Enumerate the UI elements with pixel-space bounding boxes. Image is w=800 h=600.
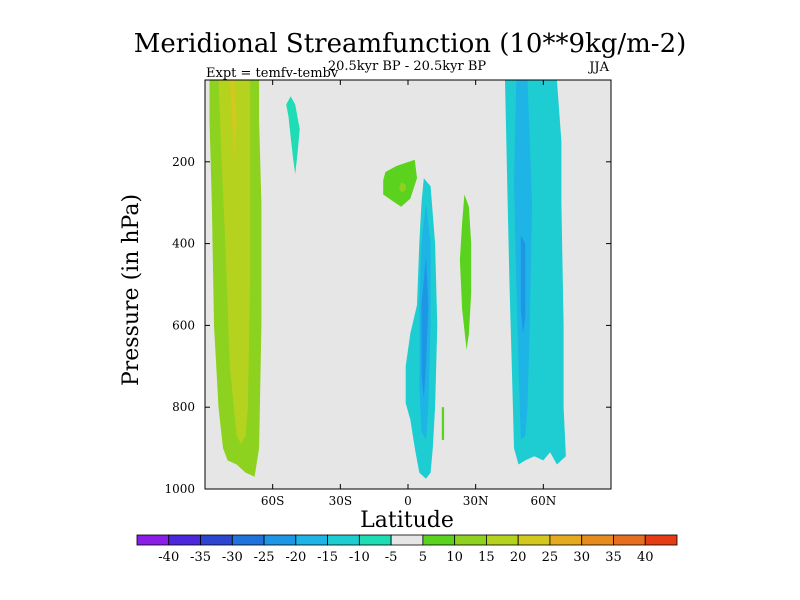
- colorbar-swatch: [136, 534, 170, 546]
- chart-title: Meridional Streamfunction (10**9kg/m-2): [134, 29, 687, 59]
- x-tick-label: 30N: [463, 494, 489, 508]
- y-tick-label: 600: [172, 318, 195, 332]
- colorbar-swatch: [168, 534, 201, 546]
- colorbar-label: -40: [158, 550, 179, 565]
- colorbar-swatch: [644, 534, 678, 546]
- y-tick-label: 200: [172, 155, 195, 169]
- season-label: JJA: [587, 60, 609, 75]
- colorbar-swatch: [613, 534, 646, 546]
- y-tick-label: 400: [172, 237, 195, 251]
- x-tick-label: 60N: [530, 494, 556, 508]
- colorbar-label: 35: [605, 550, 622, 565]
- contour-nh-high-lat-negative-cell: [505, 80, 566, 465]
- experiment-label: Expt = temfv-tembv: [206, 66, 339, 81]
- colorbar-swatch: [327, 534, 360, 546]
- colorbar-label: 10: [446, 550, 463, 565]
- colorbar-label: 20: [510, 550, 527, 565]
- colorbar-label: 5: [419, 550, 427, 565]
- contour-sh-upper-negative-patch: [286, 96, 300, 175]
- colorbar-swatch: [200, 534, 233, 546]
- y-tick-label: 1000: [164, 482, 195, 496]
- contour-tropical-upper-positive-core: [399, 182, 406, 193]
- colorbar-label: -10: [349, 550, 370, 565]
- x-axis-ticks: 60S 30S 0 30N 60N: [261, 80, 556, 508]
- y-tick-label: 800: [172, 400, 195, 414]
- colorbar-label: 30: [573, 550, 590, 565]
- colorbar-label: 15: [478, 550, 495, 565]
- y-axis-ticks: 200 400 600 800 1000: [164, 155, 611, 496]
- contour-regions: [209, 80, 566, 479]
- colorbar-label: 40: [637, 550, 654, 565]
- contour-nh-negative-cell-max: [520, 235, 526, 334]
- colorbar-swatch: [390, 534, 424, 546]
- colorbar-label: -35: [190, 550, 211, 565]
- colorbar-swatch: [549, 534, 583, 546]
- colorbar-label: -20: [285, 550, 306, 565]
- contour-tropical-upper-positive: [383, 159, 417, 207]
- colorbar-swatch: [231, 534, 265, 546]
- colorbar-swatch: [358, 534, 392, 546]
- x-axis-label: Latitude: [360, 508, 454, 533]
- colorbar-swatch: [295, 534, 328, 546]
- contour-nh-thin-positive-strip: [441, 407, 445, 440]
- contour-nh-subtropical-positive: [459, 194, 472, 350]
- contour-sh-positive-cell-core: [218, 80, 251, 444]
- x-tick-label: 0: [404, 494, 412, 508]
- x-tick-label: 30S: [329, 494, 353, 508]
- colorbar-label: -25: [254, 550, 275, 565]
- colorbar-label: 25: [542, 550, 559, 565]
- y-axis-label: Pressure (in hPa): [119, 194, 144, 386]
- contour-nh-tropical-negative-max: [421, 255, 429, 399]
- colorbar-swatch: [454, 534, 487, 546]
- contour-sh-positive-cell-max: [229, 80, 237, 162]
- colorbar-swatch: [581, 534, 614, 546]
- colorbar-swatch: [486, 534, 519, 546]
- colorbar-swatch: [517, 534, 551, 546]
- colorbar-label: -15: [317, 550, 338, 565]
- colorbar-label: -5: [385, 550, 398, 565]
- colorbar-label: -30: [222, 550, 243, 565]
- colorbar-swatch: [422, 534, 456, 546]
- x-tick-label: 60S: [261, 494, 285, 508]
- colorbar-swatch: [263, 534, 297, 546]
- chart-subtitle: 20.5kyr BP - 20.5kyr BP: [328, 59, 487, 74]
- colorbar: -40 -35 -30 -25 -20 -15 -10 -5 5 10 15 20 25 30 35 40: [136, 534, 678, 565]
